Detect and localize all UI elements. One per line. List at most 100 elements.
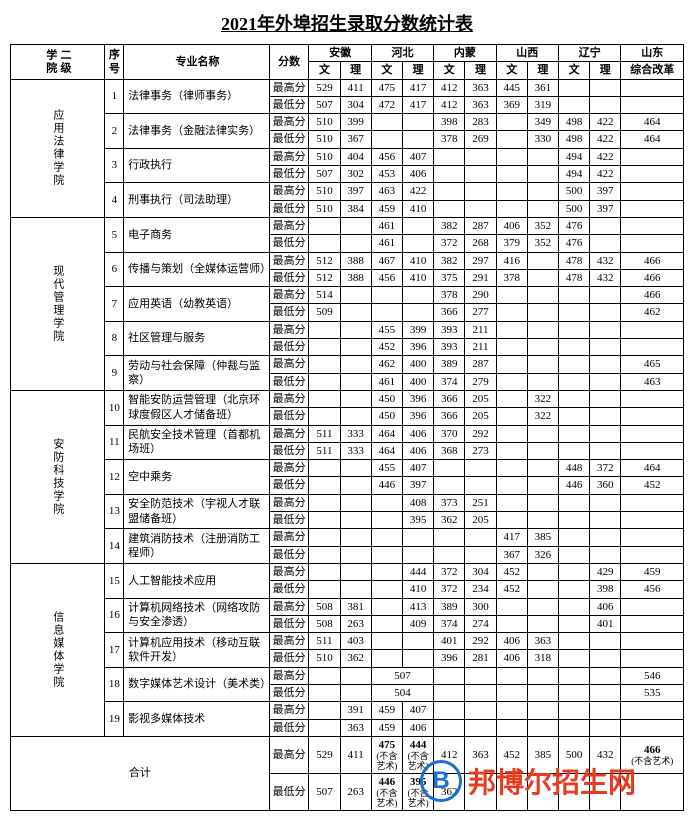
table-cell (402, 529, 433, 546)
table-cell (527, 598, 558, 615)
table-cell (309, 460, 340, 477)
table-cell: 信息媒体学院 (11, 563, 105, 736)
table-cell (309, 719, 340, 736)
table-cell: 277 (465, 304, 496, 321)
table-cell: 17 (105, 633, 124, 668)
table-cell: 3 (105, 148, 124, 183)
table-cell: 389 (434, 598, 465, 615)
table-cell (309, 408, 340, 425)
table-cell: 最低分 (269, 650, 309, 667)
table-cell (496, 598, 527, 615)
table-cell: 352 (527, 217, 558, 234)
table-cell (527, 477, 558, 494)
table-cell: 372 (434, 563, 465, 580)
table-cell (496, 494, 527, 511)
table-cell (496, 425, 527, 442)
table-cell: 4 (105, 183, 124, 218)
table-cell (621, 200, 684, 217)
table-cell: 422 (590, 148, 621, 165)
table-cell: 283 (465, 114, 496, 131)
table-cell: 最高分 (269, 425, 309, 442)
table-cell (309, 235, 340, 252)
table-cell: 最高分 (269, 217, 309, 234)
table-cell: 422 (590, 166, 621, 183)
table-cell: 432 (590, 736, 621, 773)
table-cell: 445 (496, 79, 527, 96)
table-cell: 452 (371, 339, 402, 356)
table-cell: 363 (340, 719, 371, 736)
table-cell: 最高分 (269, 494, 309, 511)
table-cell: 406 (496, 650, 527, 667)
table-cell: 432 (590, 252, 621, 269)
table-cell (621, 702, 684, 719)
table-cell (465, 684, 496, 701)
table-cell (496, 773, 527, 810)
table-cell (496, 667, 527, 684)
table-cell: 5 (105, 217, 124, 252)
table-cell: 422 (590, 131, 621, 148)
table-cell (434, 667, 465, 684)
table-cell (402, 650, 433, 667)
table-cell: 464 (621, 114, 684, 131)
table-cell (527, 702, 558, 719)
table-cell: 416 (496, 252, 527, 269)
table-cell (590, 408, 621, 425)
table-cell (621, 650, 684, 667)
table-cell: 512 (309, 269, 340, 286)
table-cell: 404 (340, 148, 371, 165)
table-cell: 478 (559, 252, 590, 269)
table-cell: 最低分 (269, 615, 309, 632)
table-cell: 406 (402, 719, 433, 736)
table-cell (621, 529, 684, 546)
table-cell: 最低分 (269, 166, 309, 183)
table-cell: 464 (371, 425, 402, 442)
table-cell: 最低分 (269, 442, 309, 459)
table-cell: 205 (465, 512, 496, 529)
table-cell (559, 598, 590, 615)
table-cell (527, 581, 558, 598)
table-cell: 397 (402, 477, 433, 494)
table-cell: 452 (496, 563, 527, 580)
table-cell (590, 390, 621, 407)
table-cell: 378 (496, 269, 527, 286)
table-cell: 最高分 (269, 667, 309, 684)
table-cell: 406 (496, 217, 527, 234)
table-cell: 375 (434, 269, 465, 286)
table-cell (621, 96, 684, 113)
table-cell: 407 (402, 460, 433, 477)
table-cell: 466 (621, 252, 684, 269)
table-cell (527, 356, 558, 373)
table-cell (527, 512, 558, 529)
th-hebei: 河北 (371, 45, 433, 62)
table-cell: 508 (309, 598, 340, 615)
table-cell: 509 (309, 304, 340, 321)
table-cell: 529 (309, 736, 340, 773)
table-cell: 507 (309, 96, 340, 113)
table-cell: 393 (434, 339, 465, 356)
table-cell: 234 (465, 581, 496, 598)
table-body: 应用法律学院1法律事务（律师事务）最高分52941147541741236344… (11, 79, 684, 810)
table-cell (621, 390, 684, 407)
table-cell: 9 (105, 356, 124, 391)
table-cell (496, 321, 527, 338)
table-cell: 计算机网络技术（网络攻防与安全渗透） (124, 598, 270, 633)
table-cell (559, 563, 590, 580)
table-cell: 466 (621, 287, 684, 304)
table-cell (465, 166, 496, 183)
table-cell (527, 166, 558, 183)
table-cell: 297 (465, 252, 496, 269)
table-cell: 362 (434, 773, 465, 810)
table-cell (590, 373, 621, 390)
table-cell (496, 339, 527, 356)
table-cell: 508 (309, 615, 340, 632)
table-cell: 369 (496, 96, 527, 113)
table-cell: 417 (402, 79, 433, 96)
table-cell: 应用法律学院 (11, 79, 105, 217)
table-cell: 最高分 (269, 633, 309, 650)
table-cell (559, 321, 590, 338)
table-cell (496, 200, 527, 217)
table-cell (527, 563, 558, 580)
table-cell: 19 (105, 702, 124, 737)
table-cell: 475(不含艺术) (371, 736, 402, 773)
table-cell: 16 (105, 598, 124, 633)
